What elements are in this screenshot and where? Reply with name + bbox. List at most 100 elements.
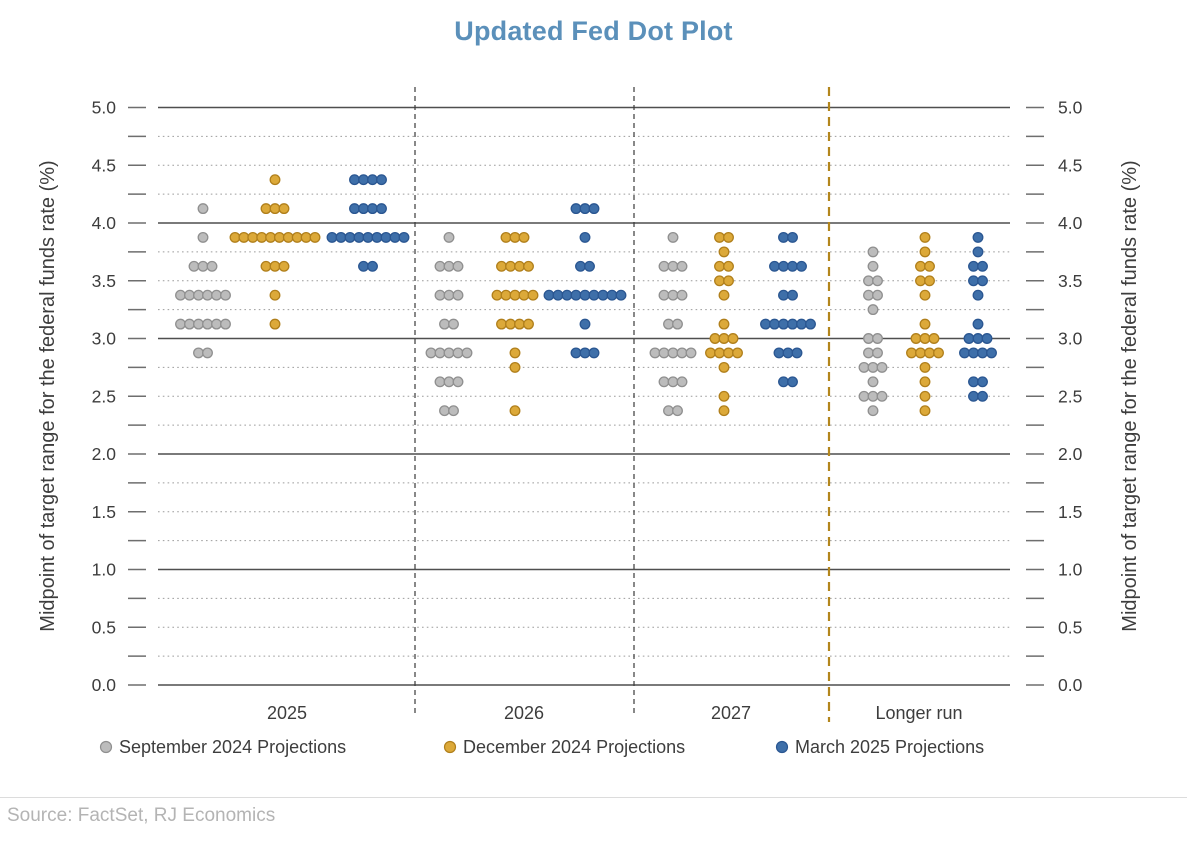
projection-dot [514, 318, 525, 330]
projection-dot [229, 231, 241, 243]
projection-dot [791, 347, 803, 359]
projection-dot [709, 333, 721, 344]
projection-dot [260, 203, 272, 215]
projection-dot [906, 347, 917, 359]
projection-dot [523, 260, 534, 272]
projection-dot [977, 390, 988, 402]
projection-dot [211, 289, 222, 301]
projection-dot [452, 347, 464, 359]
projection-dot [570, 203, 582, 215]
projection-dot [278, 203, 290, 215]
projection-dot [968, 260, 979, 272]
projection-dot [919, 376, 931, 388]
projection-dot [676, 347, 688, 359]
projection-dot [561, 289, 573, 301]
y-tick-label-right: 0.5 [1058, 617, 1082, 637]
category-label: 2025 [267, 703, 307, 723]
series-march-2025-projections [326, 174, 997, 402]
projection-dot [959, 347, 970, 359]
projection-dot [570, 289, 582, 301]
projection-dot [256, 231, 268, 243]
projection-dot [667, 289, 679, 301]
projection-dot [796, 260, 807, 272]
y-axis-title-right: Midpoint of target range for the federal… [1119, 160, 1141, 631]
projection-dot [371, 231, 383, 243]
projection-dot [175, 318, 186, 330]
projection-dot [667, 260, 679, 272]
projection-dot [309, 231, 321, 243]
projection-dot [658, 376, 670, 388]
projection-dot [867, 390, 879, 402]
projection-dot [349, 174, 360, 186]
projection-dot [514, 260, 525, 272]
projection-dot [863, 289, 874, 301]
projection-dot [358, 260, 369, 272]
y-tick-label-right: 5.0 [1058, 98, 1083, 118]
projection-dot [523, 318, 534, 330]
projection-dot [367, 174, 378, 186]
projection-dot [206, 260, 218, 272]
legend-dot-march-2025-projections [775, 740, 789, 754]
projection-dot [443, 260, 455, 272]
projection-dot [362, 231, 374, 243]
projection-dot [705, 347, 716, 359]
projection-dot [282, 231, 294, 243]
projection-dot [269, 174, 281, 186]
projection-dot [919, 361, 931, 373]
legend-label: December 2024 Projections [463, 737, 685, 757]
projection-dot [867, 304, 879, 316]
y-tick-label-right: 1.5 [1058, 502, 1082, 522]
projection-dot [778, 260, 789, 272]
projection-dot [867, 246, 879, 258]
projection-dot [588, 203, 600, 215]
source-text: Source: FactSet, RJ Economics [7, 805, 276, 826]
y-tick-label-right: 1.0 [1058, 560, 1083, 580]
projection-dot [202, 289, 213, 301]
projection-dot [358, 174, 369, 186]
y-axis-title-left: Midpoint of target range for the federal… [37, 160, 59, 631]
projection-dot [570, 347, 582, 359]
projection-dot [787, 231, 798, 243]
projection-dot [910, 333, 922, 344]
projection-dot [867, 376, 879, 388]
projection-dot [778, 231, 789, 243]
projection-dot [509, 361, 521, 373]
projection-dot [376, 174, 387, 186]
legend: September 2024 Projections December 2024 … [99, 737, 984, 757]
projection-dot [184, 318, 195, 330]
projection-dot [193, 318, 204, 330]
projection-dot [509, 347, 521, 359]
projection-dot [796, 318, 807, 330]
projection-dot [658, 260, 670, 272]
projection-dot [867, 405, 879, 417]
projection-dot [500, 231, 512, 243]
projection-dot [773, 347, 785, 359]
projection-dot [769, 260, 780, 272]
projection-dot [197, 203, 209, 215]
projection-dot [389, 231, 401, 243]
projection-dot [981, 333, 993, 344]
projection-dot [358, 203, 369, 215]
projection-dot [782, 347, 794, 359]
projection-dot [269, 318, 281, 330]
projection-dot [597, 289, 609, 301]
projection-dot [778, 376, 789, 388]
y-tick-label-right: 4.0 [1058, 213, 1083, 233]
projection-dot [676, 376, 688, 388]
projection-dot [986, 347, 997, 359]
projection-dot [452, 376, 464, 388]
x-category-labels: 2025 2026 2027 Longer run [267, 703, 963, 723]
y-tick-label-left: 0.5 [92, 617, 116, 637]
y-tick-label-left: 2.5 [92, 386, 116, 406]
projection-dot [606, 289, 618, 301]
projection-dot [919, 289, 931, 301]
projection-dot [667, 347, 679, 359]
projection-dot [260, 260, 272, 272]
projection-dot [439, 405, 450, 417]
projection-dot [919, 231, 931, 243]
projection-dot [273, 231, 285, 243]
projection-dot [872, 275, 883, 287]
projection-dot [443, 231, 455, 243]
gridlines [158, 106, 1010, 686]
projection-dot [443, 289, 455, 301]
